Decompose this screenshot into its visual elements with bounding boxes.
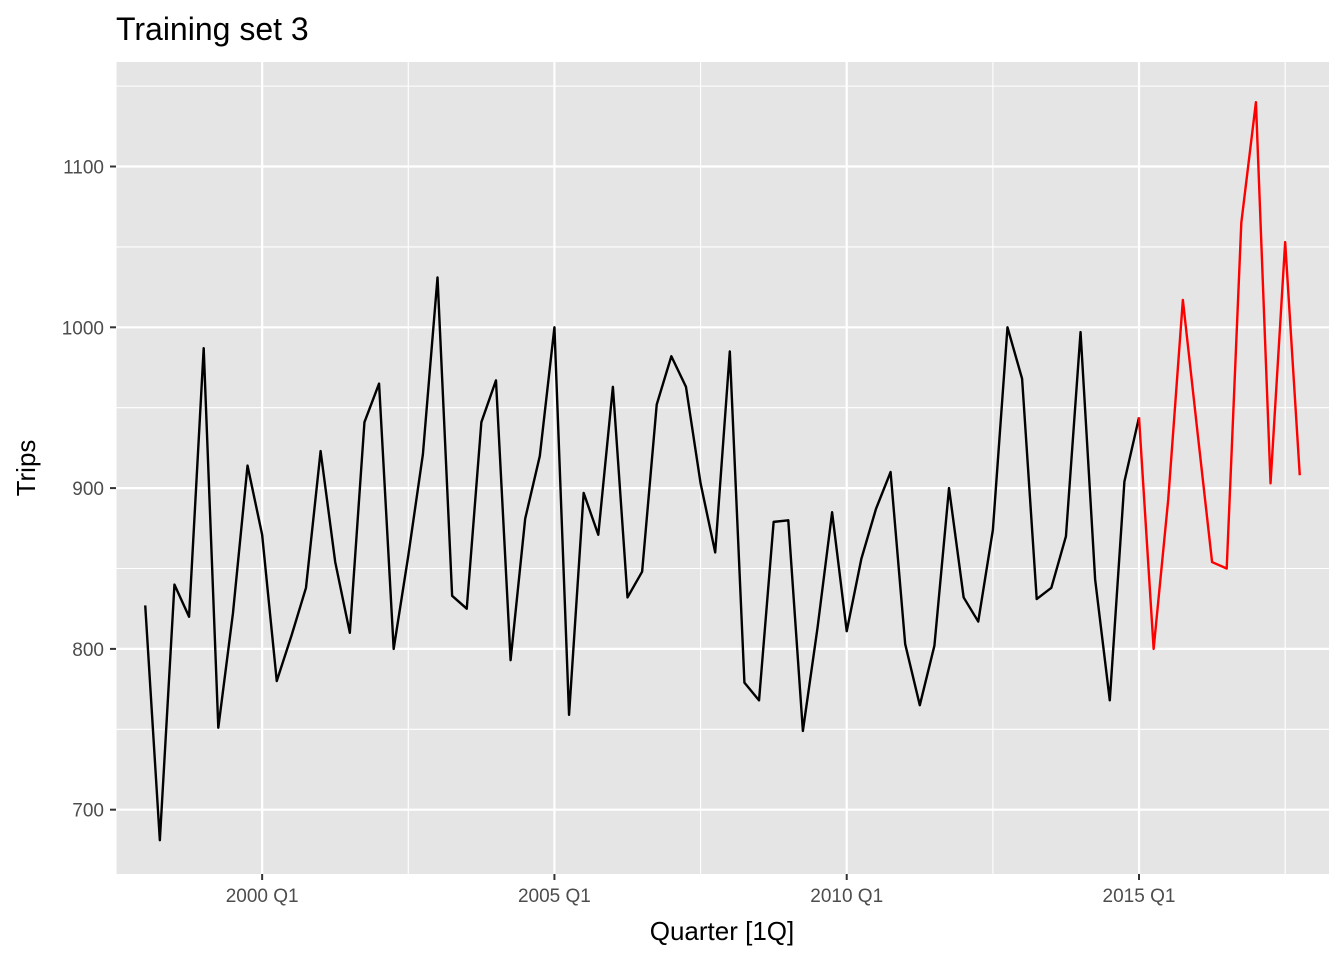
minor-gridlines xyxy=(115,62,1329,874)
major-gridlines xyxy=(116,62,1329,874)
series-line-2 xyxy=(1137,100,1301,651)
chart-title: Training set 3 xyxy=(116,11,309,47)
x-axis-title: Quarter [1Q] xyxy=(650,916,795,946)
y-axis-title: Trips xyxy=(11,440,41,497)
y-tick-label: 700 xyxy=(72,801,104,822)
x-axis: 2000 Q1 2005 Q1 2010 Q1 2015 Q1 xyxy=(226,874,1176,907)
series-line-1 xyxy=(144,276,1141,842)
x-tick-label: 2000 Q1 xyxy=(226,886,299,907)
x-tick-label: 2010 Q1 xyxy=(810,886,883,907)
y-tick-label: 1000 xyxy=(62,318,104,339)
y-tick-label: 800 xyxy=(72,640,104,661)
series-layer xyxy=(144,100,1301,842)
y-axis: 700 800 900 1000 1100 xyxy=(62,158,116,822)
x-tick-label: 2015 Q1 xyxy=(1103,886,1176,907)
y-tick-label: 1100 xyxy=(63,158,104,179)
x-tick-label: 2005 Q1 xyxy=(518,886,591,907)
y-tick-label: 900 xyxy=(72,479,104,500)
